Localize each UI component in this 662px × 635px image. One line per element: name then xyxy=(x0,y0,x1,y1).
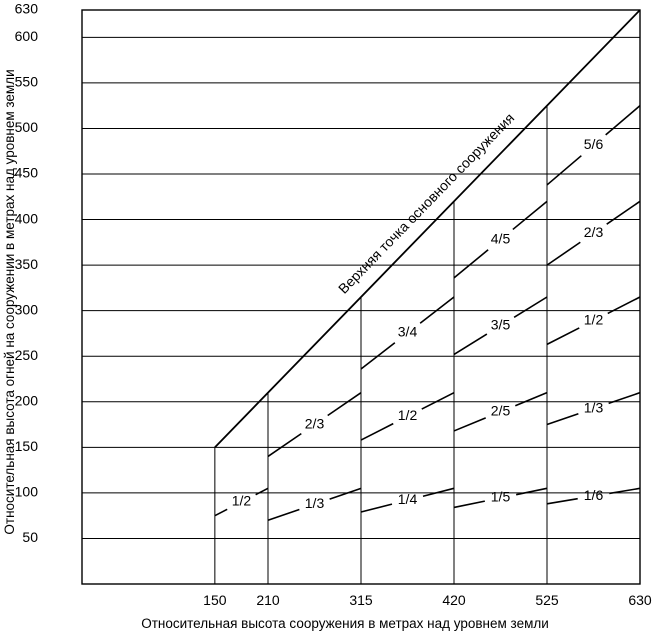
series-line-12 xyxy=(546,327,580,346)
series-line-2 xyxy=(267,432,302,458)
series-label-8: 3/5 xyxy=(491,316,511,332)
series-label-1: 1/3 xyxy=(305,495,325,511)
series-line-8 xyxy=(453,333,488,356)
series-line-6-b xyxy=(516,487,548,496)
series-line-0-b xyxy=(255,487,269,496)
x-tick-label-420: 420 xyxy=(442,592,466,608)
series-label-3: 1/4 xyxy=(398,491,418,507)
series-line-8-b xyxy=(513,296,548,318)
series-label-10: 1/6 xyxy=(584,487,604,503)
series-group: 1/2 1/3 2/3 1/4 1/2 3/4 1/5 2/5 3/5 4/5 1/6 1/3 1/2 2… xyxy=(214,105,641,521)
series-line-12-b xyxy=(607,296,641,315)
x-tick-label-525: 525 xyxy=(535,592,559,608)
y-axis-label: Относительная высота огней на сооружении… xyxy=(2,69,17,534)
y-tick-label-450: 450 xyxy=(15,165,39,181)
series-line-5 xyxy=(360,342,396,370)
x-tick-label-150: 150 xyxy=(203,592,227,608)
series-line-1 xyxy=(267,508,300,521)
x-tick-labels: 150 210 315 420 525 630 xyxy=(203,592,652,608)
top-point-line-group xyxy=(214,9,641,448)
series-line-4 xyxy=(360,422,394,441)
y-tick-label-200: 200 xyxy=(15,392,39,408)
y-tick-label-300: 300 xyxy=(15,301,39,317)
series-line-3 xyxy=(360,503,393,513)
y-tick-label-350: 350 xyxy=(15,256,39,272)
series-line-0 xyxy=(214,508,228,517)
series-line-6 xyxy=(453,500,485,509)
series-label-11: 1/3 xyxy=(584,399,604,415)
series-line-14-b xyxy=(605,105,641,136)
series-label-7: 2/5 xyxy=(491,403,511,419)
y-tick-label-50: 50 xyxy=(22,529,38,545)
y-tick-label-500: 500 xyxy=(15,119,39,135)
series-label-0: 1/2 xyxy=(232,493,252,509)
series-label-6: 1/5 xyxy=(491,489,511,505)
series-line-9-b xyxy=(512,200,548,231)
series-line-10-b xyxy=(609,487,641,495)
series-line-4-b xyxy=(421,391,455,410)
series-label-9: 4/5 xyxy=(491,230,511,246)
series-label-13: 2/3 xyxy=(584,224,604,240)
series-line-13 xyxy=(546,241,581,266)
y-tick-label-250: 250 xyxy=(15,347,39,363)
y-tick-labels: 50 100 150 200 250 300 350 400 450 500 550 600 630 xyxy=(15,1,39,545)
x-tick-label-210: 210 xyxy=(256,592,280,608)
series-label-2: 2/3 xyxy=(305,415,325,431)
y-tick-label-100: 100 xyxy=(15,484,39,500)
vertical-boundaries xyxy=(214,105,548,584)
series-line-11-b xyxy=(608,391,641,405)
series-label-5: 3/4 xyxy=(398,324,418,340)
series-line-7 xyxy=(453,417,487,432)
top-point-label: Верхняя точка основного сооружения xyxy=(335,110,517,297)
y-tick-label-630: 630 xyxy=(15,1,39,17)
series-line-13-b xyxy=(606,200,641,225)
y-tick-label-600: 600 xyxy=(15,28,39,44)
y-tick-label-400: 400 xyxy=(15,210,39,226)
y-tick-label-150: 150 xyxy=(15,438,39,454)
top-point-line xyxy=(214,9,641,448)
series-line-10 xyxy=(546,497,578,505)
x-tick-label-315: 315 xyxy=(349,592,373,608)
series-line-5-b xyxy=(419,296,455,324)
series-line-3-b xyxy=(422,487,455,498)
series-line-14 xyxy=(546,155,582,186)
series-label-12: 1/2 xyxy=(584,311,604,327)
series-line-1-b xyxy=(329,487,362,500)
x-tick-label-630: 630 xyxy=(628,592,652,608)
y-tick-label-550: 550 xyxy=(15,74,39,90)
series-line-2-b xyxy=(327,392,362,417)
x-axis-label: Относительная высота сооружения в метрах… xyxy=(141,616,549,631)
series-line-9 xyxy=(453,249,489,279)
series-line-11 xyxy=(546,413,579,426)
series-label-4: 1/2 xyxy=(398,407,418,423)
series-label-14: 5/6 xyxy=(584,136,604,152)
series-line-7-b xyxy=(514,391,548,407)
